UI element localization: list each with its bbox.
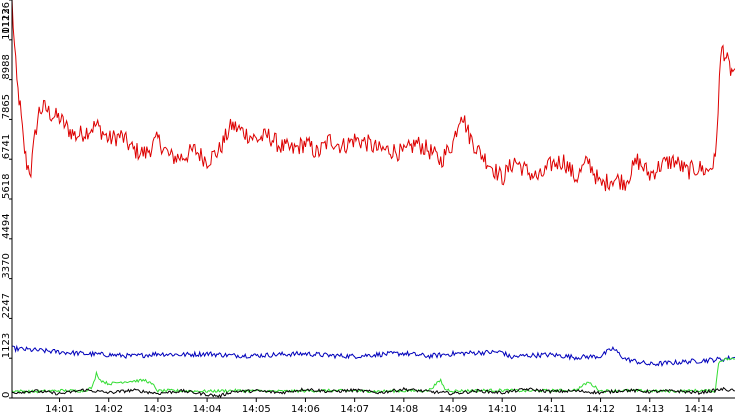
series-line-4 — [11, 386, 735, 399]
x-axis-band — [0, 399, 735, 415]
x-tick-label: 14:01 — [45, 404, 74, 415]
y-tick-label: 7865 — [1, 94, 12, 119]
x-tick-label: 14:05 — [242, 404, 271, 415]
x-tick-label: 14:12 — [586, 404, 615, 415]
series-line-2 — [11, 344, 735, 367]
x-tick-label: 14:03 — [143, 404, 172, 415]
y-tick-label: 8988 — [1, 54, 12, 79]
x-tick-labels: 14:01 14:02 14:03 14:04 14:05 14:06 14:07 14:08… — [45, 398, 713, 415]
x-tick-label: 14:02 — [94, 404, 123, 415]
y-tick-label: 10112 — [1, 8, 12, 40]
y-tick-label: 6741 — [1, 134, 12, 159]
x-tick-label: 14:11 — [537, 404, 566, 415]
y-tick-label: 3370 — [1, 253, 12, 278]
y-tick-label: 1123 — [1, 333, 12, 358]
x-tick-label: 14:07 — [340, 404, 369, 415]
x-tick-label: 14:08 — [389, 404, 418, 415]
x-tick-label: 14:14 — [685, 404, 714, 415]
y-tick-label: 4494 — [1, 213, 12, 238]
y-tick-label: 11236 — [1, 2, 12, 34]
series-layer — [11, 0, 735, 399]
x-tick-label: 14:06 — [291, 404, 320, 415]
y-tick-label: 5618 — [1, 174, 12, 199]
x-tick-label: 14:09 — [439, 404, 468, 415]
y-tick-label: 2247 — [1, 293, 12, 318]
series-line-1 — [11, 0, 735, 192]
y-tick-label: 0 — [1, 392, 12, 398]
x-tick-label: 14:13 — [635, 404, 664, 415]
x-tick-label: 14:04 — [193, 404, 222, 415]
x-tick-label: 14:10 — [488, 404, 517, 415]
y-tick-labels: 0 1123 2247 3370 4494 5618 6741 7865 8988 1011211… — [1, 0, 12, 399]
